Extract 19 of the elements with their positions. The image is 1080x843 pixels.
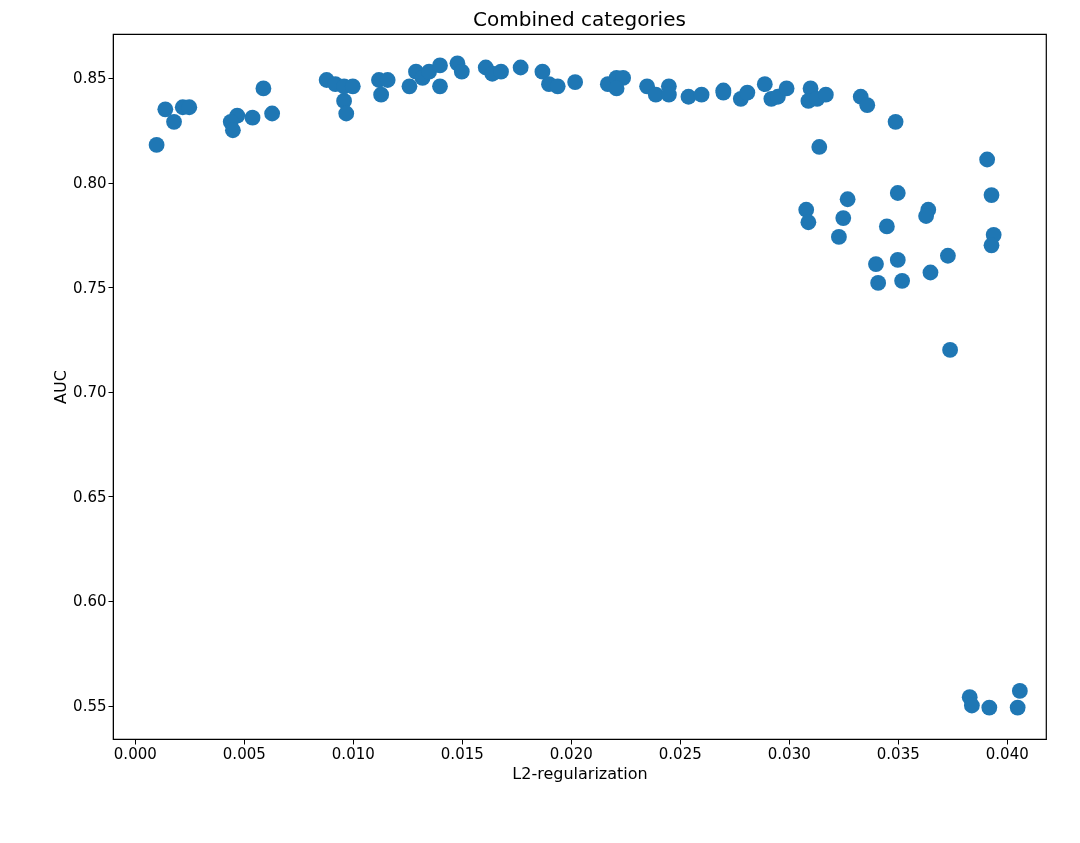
- chart-title: Combined categories: [473, 7, 686, 31]
- x-tick-label: 0.025: [658, 744, 702, 763]
- x-tick-label: 0.005: [222, 744, 266, 763]
- x-tick-label: 0.020: [549, 744, 593, 763]
- y-tick-label: 0.65: [73, 487, 107, 506]
- x-tick-label: 0.000: [113, 744, 157, 763]
- x-tick-label: 0.030: [767, 744, 811, 763]
- x-tick-label: 0.015: [440, 744, 484, 763]
- y-tick-label: 0.70: [73, 383, 107, 402]
- x-tick-label: 0.010: [331, 744, 375, 763]
- y-tick-label: 0.55: [73, 697, 107, 716]
- y-axis-title: AUC: [51, 370, 71, 404]
- x-axis-title: L2-regularization: [512, 763, 648, 783]
- x-tick-label: 0.035: [876, 744, 920, 763]
- y-tick-label: 0.85: [73, 69, 107, 88]
- y-tick-label: 0.75: [73, 278, 107, 297]
- y-tick-label: 0.80: [73, 174, 107, 193]
- y-tick-label: 0.60: [73, 592, 107, 611]
- x-tick-label: 0.040: [985, 744, 1029, 763]
